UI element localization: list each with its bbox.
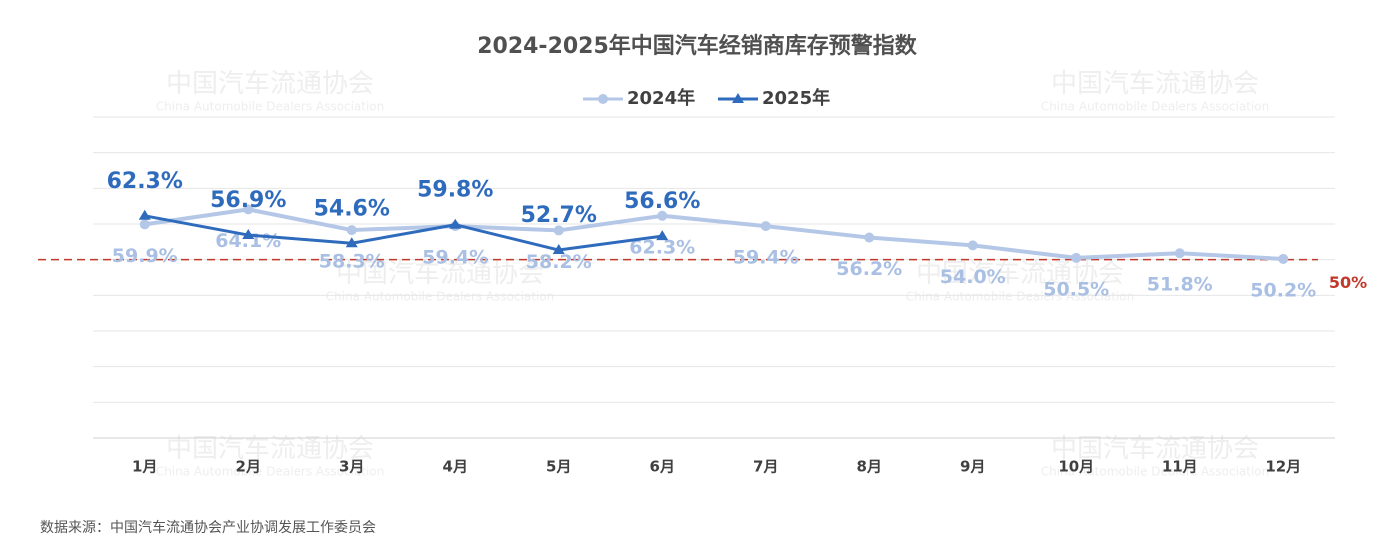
data-label: 62.3% [107,169,183,194]
watermark-en: China Automobile Dealers Association [156,465,385,479]
data-label: 50.2% [1250,279,1316,301]
point-marker [864,232,875,243]
data-label: 62.3% [629,236,695,258]
data-label: 58.2% [526,251,592,273]
watermark-en: China Automobile Dealers Association [906,290,1135,304]
data-label: 59.4% [733,247,799,269]
x-tick-label: 6月 [650,458,675,476]
point-marker [760,221,771,232]
series-line [144,214,663,252]
point-marker [552,244,565,255]
data-label: 54.6% [314,196,390,221]
watermark-en: China Automobile Dealers Association [326,290,555,304]
data-label: 56.9% [210,188,286,213]
x-tick-label: 8月 [857,458,882,476]
data-label: 54.0% [940,266,1006,288]
x-tick-label: 5月 [546,458,571,476]
x-tick-label: 10月 [1058,458,1094,476]
point-marker [346,225,357,236]
x-tick-label: 3月 [339,458,364,476]
data-label: 59.8% [417,178,493,203]
chart-title: 2024-2025年中国汽车经销商库存预警指数 [477,33,918,59]
point-marker [657,210,668,221]
legend-marker [598,94,608,104]
data-label: 59.9% [112,245,178,267]
series-line [144,207,1284,261]
watermark: 中国汽车流通协会 [1051,69,1259,99]
x-tick-label: 9月 [960,458,985,476]
reference-label: 50% [1329,273,1367,292]
point-marker [656,230,669,241]
x-tick-label: 2月 [236,458,261,476]
point-marker [345,237,358,248]
point-marker [1174,248,1185,259]
data-label: 51.8% [1147,274,1213,296]
data-label: 50.5% [1043,278,1109,300]
data-label: 56.2% [836,258,902,280]
source-note: 数据来源：中国汽车流通协会产业协调发展工作委员会 [40,519,376,536]
watermark: 中国汽车流通协会 [916,259,1124,289]
point-marker [1278,253,1289,264]
x-tick-label: 1月 [132,458,157,476]
watermark: 中国汽车流通协会 [336,259,544,289]
data-label: 59.4% [422,247,488,269]
point-marker [138,209,151,220]
data-label: 56.6% [624,189,700,214]
watermark-en: China Automobile Dealers Association [1041,465,1270,479]
point-marker [553,225,564,236]
point-marker [243,204,254,215]
watermark: 中国汽车流通协会 [166,434,374,464]
legend-label: 2025年 [762,87,830,109]
watermark-en: China Automobile Dealers Association [156,100,385,114]
data-label: 58.3% [319,251,385,273]
x-tick-label: 4月 [443,458,468,476]
x-tick-label: 7月 [753,458,778,476]
watermark: 中国汽车流通协会 [166,69,374,99]
legend-marker [732,93,744,103]
point-marker [1071,252,1082,263]
data-label: 52.7% [521,203,597,228]
point-marker [967,240,978,251]
x-tick-label: 11月 [1162,458,1198,476]
point-marker [242,229,255,240]
point-marker [449,218,462,229]
watermark-en: China Automobile Dealers Association [1041,100,1270,114]
point-marker [139,219,150,230]
legend-label: 2024年 [627,87,695,109]
x-tick-label: 12月 [1265,458,1301,476]
watermark: 中国汽车流通协会 [1051,434,1259,464]
